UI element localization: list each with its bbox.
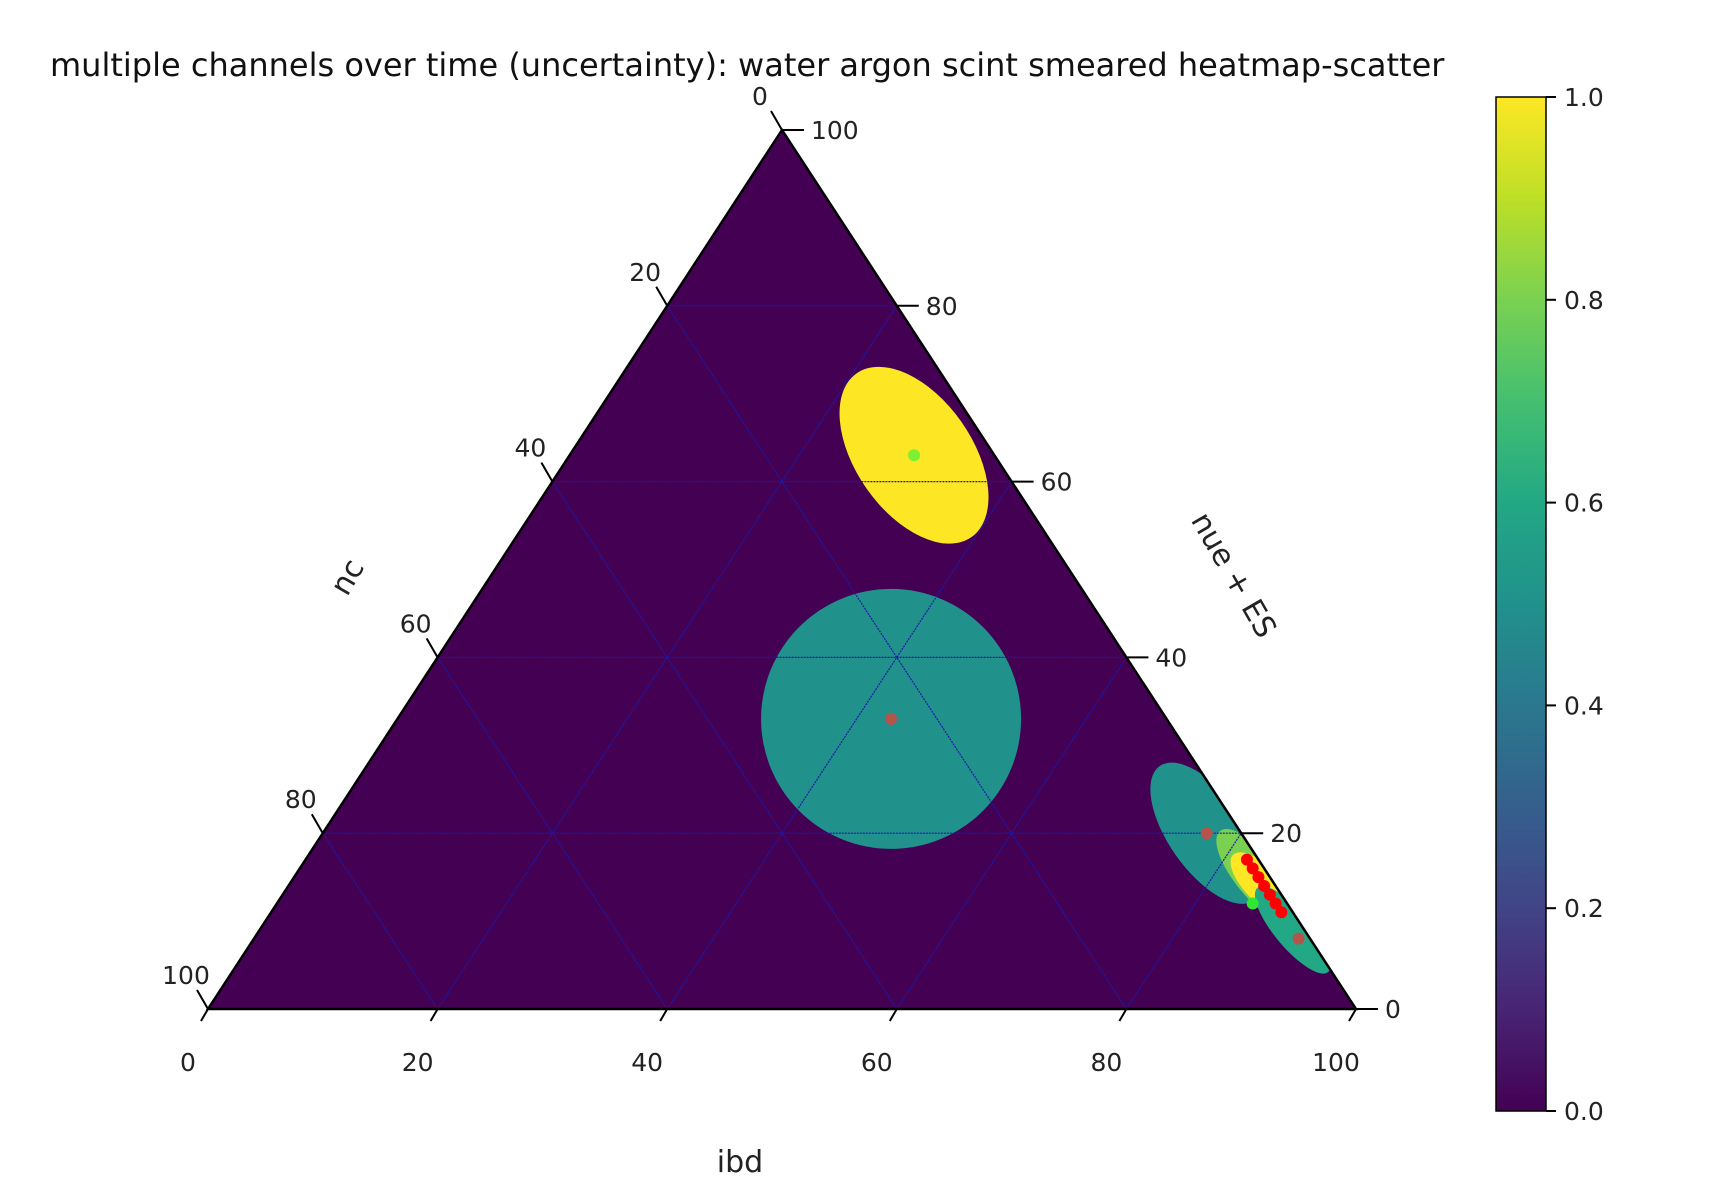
right-tick-label: 20 (1270, 819, 1302, 848)
colorbar-tick-label: 0.6 (1564, 489, 1604, 518)
colorbar-tick-label: 0.2 (1564, 894, 1604, 923)
left-tick-label: 0 (752, 82, 768, 111)
scatter-point (1246, 897, 1259, 910)
scatter-point (1200, 827, 1213, 840)
scatter-point (1263, 888, 1276, 901)
ternary-border (205, 127, 1359, 1011)
scatter-point (1275, 906, 1288, 919)
bottom-tick-label: 40 (631, 1048, 663, 1077)
colorbar-tick-label: 1.0 (1564, 83, 1604, 112)
bottom-tick-label: 60 (861, 1048, 893, 1077)
bottom-tick (888, 1008, 898, 1022)
left-tick (425, 637, 439, 658)
ternary-fill (208, 130, 1356, 1009)
scatter-points (885, 449, 1305, 945)
right-axis-label: nue + ES (1183, 506, 1283, 644)
right-tick-label: 100 (811, 116, 859, 145)
scatter-point (885, 712, 898, 725)
grid-line (322, 832, 439, 1010)
ternary-background (208, 130, 1356, 1009)
colorbar-ticks: 0.0 0.2 0.4 0.6 0.8 1.0 (1546, 83, 1604, 1126)
scatter-point (1246, 862, 1259, 875)
grid-line (437, 657, 668, 1010)
colorbar-gradient (1495, 96, 1547, 1112)
left-tick-label: 60 (400, 609, 432, 638)
triangle-outline (205, 127, 1359, 1011)
left-tick-label: 40 (514, 434, 546, 463)
right-tick-label: 60 (1041, 468, 1073, 497)
left-axis-label: nc (324, 553, 372, 601)
bottom-tick (429, 1008, 439, 1022)
axis-ticks: 0 0 0 20 20 20 40 40 40 60 60 60 80 80 80 100 100 100 (162, 82, 1401, 1077)
bottom-tick (659, 1008, 669, 1022)
scatter-point (908, 449, 921, 462)
left-tick-label: 20 (629, 258, 661, 287)
left-tick-label: 80 (285, 785, 317, 814)
colorbar-tick-label: 0.0 (1564, 1097, 1604, 1126)
scatter-point (1269, 897, 1282, 910)
colorbar: 0.0 0.2 0.4 0.6 0.8 1.0 (1495, 83, 1604, 1126)
left-tick (310, 813, 324, 834)
grid-line (1125, 832, 1242, 1010)
right-tick-label: 80 (926, 292, 958, 321)
scatter-point (1292, 932, 1305, 945)
grid-line (437, 305, 898, 1010)
chart-title: multiple channels over time (uncertainty… (50, 46, 1445, 84)
grid-line (666, 305, 1127, 1010)
bottom-tick (200, 1008, 209, 1022)
bottom-tick-label: 0 (180, 1048, 196, 1077)
right-tick-label: 40 (1155, 643, 1187, 672)
colorbar-tick-label: 0.8 (1564, 286, 1604, 315)
right-tick-label: 0 (1385, 995, 1401, 1024)
scatter-point (1252, 871, 1265, 884)
scatter-point (1258, 879, 1271, 892)
left-tick (196, 989, 209, 1010)
bottom-axis-label: ibd (717, 1145, 763, 1180)
colorbar-tick-label: 0.4 (1564, 691, 1604, 720)
grid-line (896, 657, 1127, 1010)
bottom-tick-label: 80 (1090, 1048, 1122, 1077)
scatter-point (1240, 853, 1253, 866)
left-tick-label: 100 (162, 961, 210, 990)
bottom-tick (1118, 1008, 1128, 1022)
left-tick (655, 286, 669, 307)
left-tick (540, 462, 554, 483)
ternary-grid (322, 305, 1242, 1010)
bottom-tick-label: 100 (1312, 1048, 1360, 1077)
left-tick (770, 110, 783, 131)
bottom-tick (1348, 1008, 1357, 1022)
bottom-tick-label: 20 (402, 1048, 434, 1077)
